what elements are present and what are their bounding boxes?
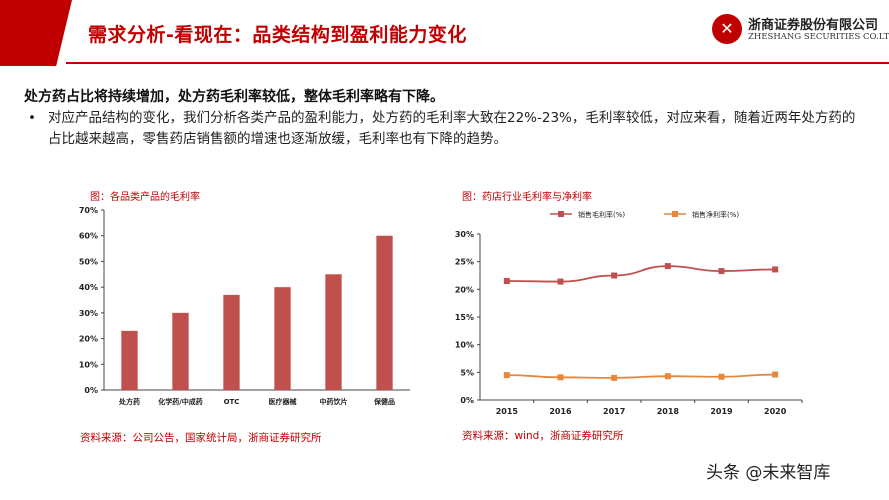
data-point: [557, 278, 564, 285]
y-tick-label: 5%: [460, 368, 474, 377]
left-chart-caption: 图：各品类产品的毛利率: [90, 192, 200, 203]
x-tick-label: 保健品: [373, 397, 395, 406]
y-tick-label: 20%: [79, 335, 98, 344]
bar: [325, 274, 342, 390]
legend-marker: [558, 211, 564, 217]
bar: [172, 312, 189, 390]
right-chart-caption: 图：药店行业毛利率与净利率: [462, 192, 592, 203]
x-tick-label: 处方药: [118, 397, 140, 406]
y-tick-label: 0%: [84, 386, 98, 395]
title-bar: 需求分析-看现在：品类结构到盈利能力变化 ✕ 浙商证券股份有限公司 ZHESHA…: [0, 0, 889, 66]
bullet-text: 对应产品结构的变化，我们分析各类产品的盈利能力，处方药的毛利率大致在22%-23…: [48, 110, 856, 147]
data-point: [772, 371, 779, 378]
company-logo: ✕ 浙商证券股份有限公司 ZHESHANG SECURITIES CO.LTD: [712, 12, 889, 48]
bar-chart: 0% 10% 20% 30% 40% 50% 60% 70% 处方药 化学药/中成药 OTC 医疗器械…: [79, 206, 410, 406]
legend-label: 销售毛利率(%): [578, 210, 625, 219]
data-point: [718, 373, 725, 380]
data-point: [772, 266, 779, 273]
data-point: [664, 263, 671, 270]
data-point: [664, 373, 671, 380]
logo-chinese-name: 浙商证券股份有限公司: [748, 18, 879, 33]
series-line: [506, 265, 776, 283]
y-tick-label: 10%: [79, 360, 98, 369]
x-tick-label: 2017: [603, 407, 625, 416]
data-point: [611, 374, 618, 381]
x-tick-label: 2016: [549, 407, 572, 416]
y-tick-label: 30%: [455, 230, 474, 239]
y-tick-label: 70%: [79, 206, 98, 215]
right-chart-source: 资料来源：wind，浙商证券研究所: [462, 430, 624, 442]
x-tick-label: 2020: [764, 407, 787, 416]
title-accent-block: [0, 0, 72, 66]
y-tick-label: 50%: [79, 257, 98, 266]
headline: 处方药占比将持续增加，处方药毛利率较低，整体毛利率略有下降。: [24, 89, 444, 105]
x-tick-label: OTC: [224, 398, 240, 406]
bullet-dot-icon: •: [28, 110, 36, 126]
y-tick-label: 10%: [455, 341, 474, 350]
left-chart-source: 资料来源：公司公告，国家统计局，浙商证券研究所: [80, 432, 322, 444]
title-divider: [66, 62, 889, 64]
data-point: [503, 278, 510, 285]
bullet-paragraph: • 对应产品结构的变化，我们分析各类产品的盈利能力，处方药的毛利率大致在22%-…: [28, 108, 868, 150]
bar: [223, 294, 240, 390]
x-tick-label: 2015: [496, 407, 519, 416]
x-tick-label: 化学药/中成药: [158, 397, 203, 406]
series-line: [506, 373, 776, 379]
data-point: [718, 268, 725, 275]
y-tick-label: 15%: [455, 313, 474, 322]
y-tick-label: 25%: [455, 258, 474, 267]
y-tick-label: 30%: [79, 309, 98, 318]
x-tick-label: 中药饮片: [320, 397, 348, 406]
x-tick-label: 2019: [710, 407, 733, 416]
y-tick-label: 40%: [79, 283, 98, 292]
legend-marker: [672, 211, 678, 217]
watermark: 头条 @未来智库: [706, 463, 831, 483]
x-tick-label: 医疗器械: [269, 397, 297, 406]
bar: [121, 330, 138, 390]
x-tick-label: 2018: [657, 407, 680, 416]
bar: [274, 287, 291, 390]
line-chart: 销售毛利率(%) 销售净利率(%) 0% 5% 10% 15% 20% 25% 30% 2015 2…: [455, 210, 803, 416]
data-point: [503, 372, 510, 379]
y-tick-label: 60%: [79, 232, 98, 241]
page-title: 需求分析-看现在：品类结构到盈利能力变化: [88, 24, 467, 46]
logo-english-name: ZHESHANG SECURITIES CO.LTD: [748, 32, 889, 42]
data-point: [611, 272, 618, 279]
y-tick-label: 0%: [460, 396, 474, 405]
logo-mark-icon: ✕: [712, 14, 742, 44]
data-point: [557, 374, 564, 381]
y-tick-label: 20%: [455, 285, 474, 294]
legend-label: 销售净利率(%): [692, 210, 739, 219]
bar: [376, 235, 393, 390]
